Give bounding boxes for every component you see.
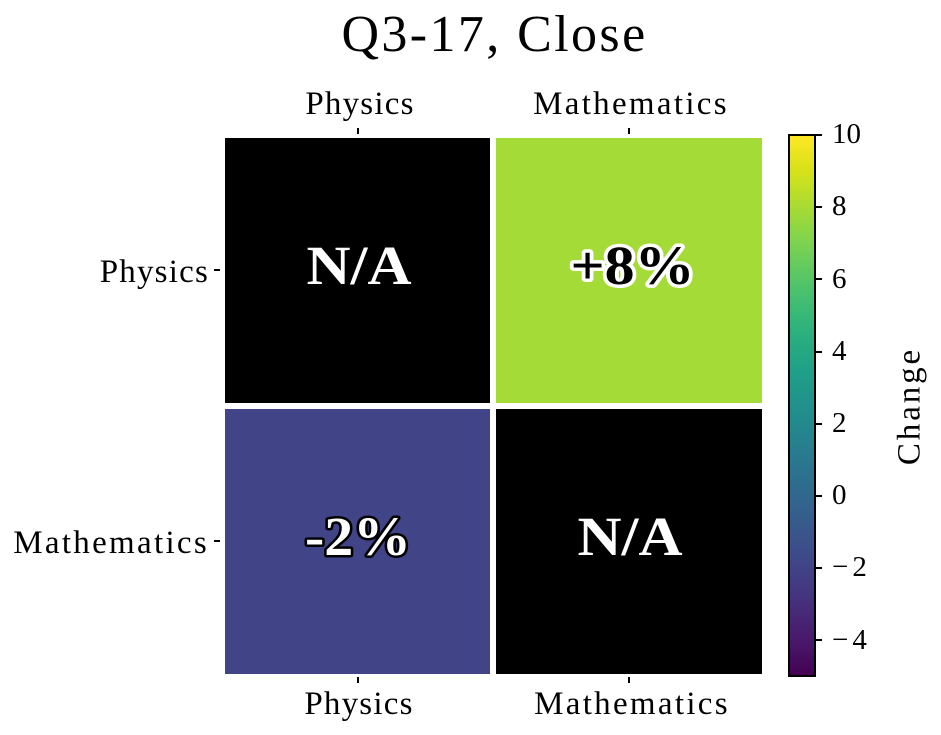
svg-text:N/A: N/A [307, 235, 412, 296]
svg-text:N/A: N/A [578, 506, 683, 567]
svg-text:-2%: -2% [305, 506, 411, 567]
svg-text:+8%: +8% [571, 235, 695, 296]
